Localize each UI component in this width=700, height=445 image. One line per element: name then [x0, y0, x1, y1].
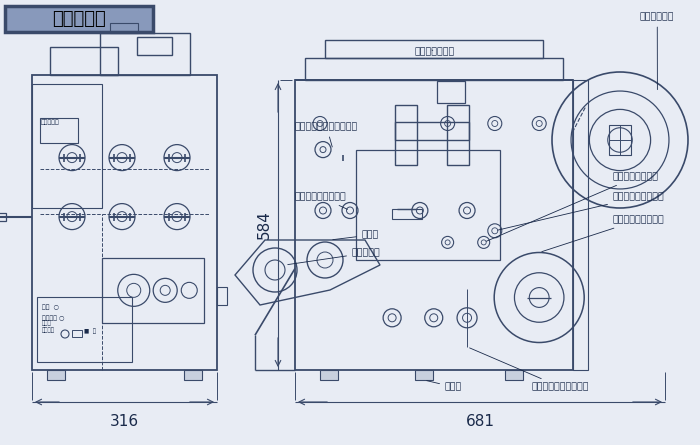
Bar [40, 118, 78, 143]
Bar [5, 6, 153, 32]
Bar [37, 297, 132, 362]
Bar [110, 23, 138, 33]
Text: 台紙巻取りローラー: 台紙巻取りローラー [542, 215, 665, 251]
Text: ラベル位置調整軸: ラベル位置調整軸 [486, 173, 659, 241]
Text: 機械外形図: 機械外形図 [52, 10, 106, 28]
Bar [0, 213, 6, 221]
Bar [395, 105, 417, 165]
Text: 681: 681 [466, 414, 494, 429]
Bar [102, 258, 204, 323]
Text: ゴム足: ゴム足 [427, 380, 462, 392]
Text: 584: 584 [257, 210, 272, 239]
Text: 商品段取り換えレバー: 商品段取り換えレバー [470, 348, 589, 392]
Bar [100, 33, 190, 75]
Bar [609, 125, 631, 155]
Text: ラベル押えローラー: ラベル押えローラー [295, 193, 347, 209]
Bar [447, 105, 469, 165]
Text: ラベルストップセンサー: ラベルストップセンサー [295, 122, 358, 147]
Text: シューター: シューター [288, 248, 381, 265]
Text: 捺印機設定位置: 捺印機設定位置 [415, 48, 455, 57]
Bar [356, 150, 500, 260]
Bar [184, 370, 202, 380]
Text: 電源  ○: 電源 ○ [42, 304, 59, 310]
Bar [47, 370, 65, 380]
Bar [573, 80, 587, 370]
Bar [392, 209, 422, 218]
Text: ■  止: ■ 止 [84, 328, 96, 334]
Bar [50, 47, 118, 75]
Bar [32, 84, 102, 208]
Bar [415, 370, 433, 380]
Text: ピンチング用レバー: ピンチング用レバー [498, 193, 665, 230]
Text: 316: 316 [110, 414, 139, 429]
Bar [32, 75, 217, 370]
Text: 商　品: 商 品 [332, 231, 379, 240]
Text: カウンター: カウンター [41, 119, 60, 125]
Bar [137, 37, 172, 55]
Bar [505, 370, 523, 380]
Bar [320, 370, 338, 380]
Bar [72, 330, 82, 337]
Bar [395, 122, 469, 140]
Bar [295, 80, 573, 370]
Text: ラベルロール: ラベルロール [640, 12, 675, 89]
Text: スタート ○: スタート ○ [42, 316, 64, 321]
Bar [437, 81, 465, 103]
Bar [217, 287, 227, 305]
Text: エラー
リセット: エラー リセット [42, 321, 55, 333]
Bar [325, 40, 542, 58]
Bar [305, 58, 563, 80]
